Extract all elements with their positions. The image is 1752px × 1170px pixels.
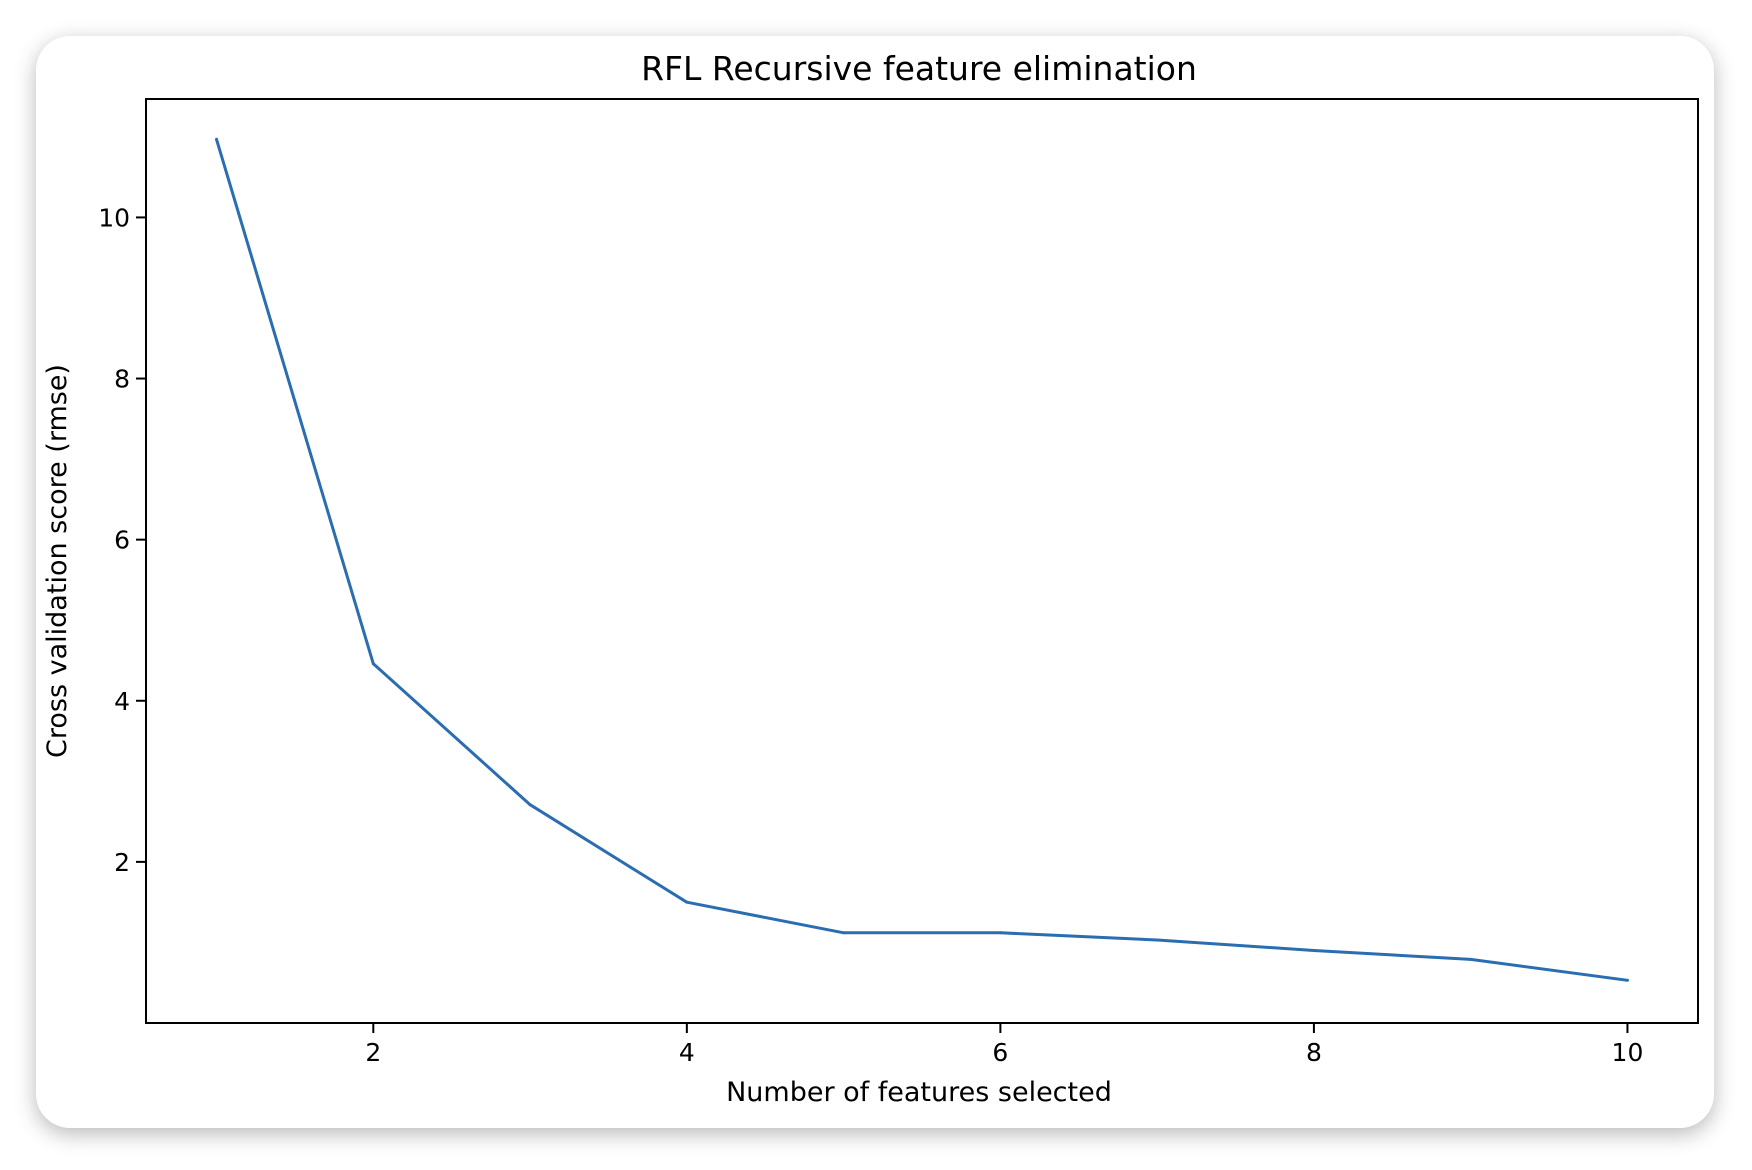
data-point xyxy=(998,931,1002,935)
line-chart: RFL Recursive feature elimination 2 4 6 8 10… xyxy=(42,49,1699,1108)
y-axis-ticks: 2 4 6 8 10 xyxy=(98,203,146,877)
chart-card: RFL Recursive feature elimination 2 4 6 8 10… xyxy=(36,36,1714,1128)
chart-title: RFL Recursive feature elimination xyxy=(641,49,1197,88)
y-tick-label: 2 xyxy=(114,848,130,877)
x-tick-label: 4 xyxy=(679,1038,695,1067)
y-tick-label: 6 xyxy=(114,526,130,555)
data-point xyxy=(371,662,375,666)
x-axis-label: Number of features selected xyxy=(726,1077,1112,1108)
x-axis-ticks: 2 4 6 8 10 xyxy=(365,1023,1643,1067)
data-point xyxy=(1155,938,1159,942)
data-point xyxy=(528,803,532,807)
x-tick-label: 2 xyxy=(365,1038,381,1067)
data-point xyxy=(685,900,689,904)
x-tick-label: 6 xyxy=(992,1038,1008,1067)
y-axis-label: Cross validation score (rmse) xyxy=(42,364,73,758)
data-points xyxy=(215,137,1629,982)
data-point xyxy=(1469,957,1473,961)
data-point xyxy=(1312,948,1316,952)
plot-frame xyxy=(145,98,1699,1024)
series-line xyxy=(215,138,1628,982)
y-tick-label: 4 xyxy=(114,687,130,716)
x-tick-label: 10 xyxy=(1612,1038,1644,1067)
data-point xyxy=(215,137,219,141)
data-point xyxy=(1625,978,1629,982)
y-tick-label: 8 xyxy=(114,365,130,394)
x-tick-label: 8 xyxy=(1306,1038,1322,1067)
y-tick-label: 10 xyxy=(98,203,130,232)
data-point xyxy=(842,931,846,935)
